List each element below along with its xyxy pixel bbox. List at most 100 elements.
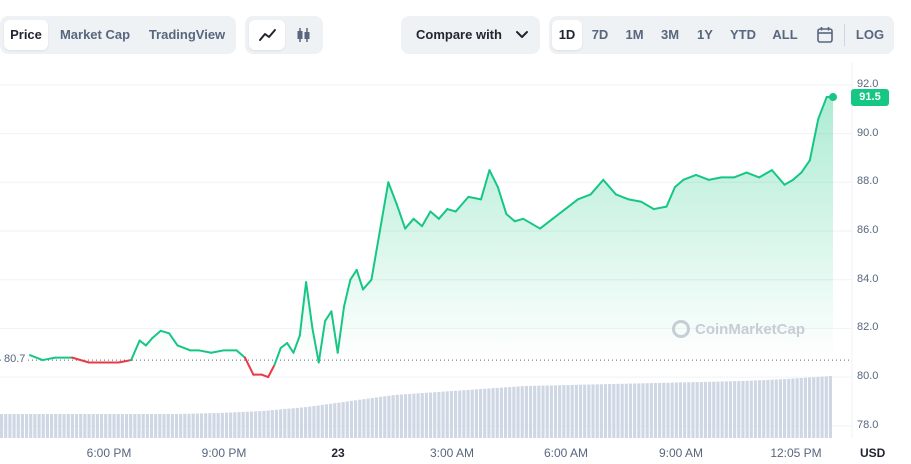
volume-bar bbox=[799, 378, 803, 438]
volume-bar bbox=[599, 384, 603, 438]
price-line-segment bbox=[336, 305, 346, 354]
price-line-segment bbox=[210, 349, 225, 354]
compare-label: Compare with bbox=[416, 27, 502, 42]
volume-bar bbox=[245, 411, 249, 438]
volume-bar bbox=[129, 414, 133, 438]
volume-bar bbox=[820, 376, 824, 438]
price-line-segment bbox=[791, 171, 803, 181]
volume-bar bbox=[91, 414, 95, 438]
volume-bar bbox=[266, 410, 270, 438]
volume-bar bbox=[762, 380, 766, 438]
volume-bar bbox=[670, 382, 674, 438]
price-line-segment bbox=[138, 339, 147, 347]
open-price-label: 80.7 bbox=[3, 353, 27, 366]
range-7d[interactable]: 7D bbox=[591, 27, 609, 42]
price-line-segment bbox=[745, 171, 761, 179]
volume-bar bbox=[408, 393, 412, 438]
view-tabs: Price Market Cap TradingView bbox=[0, 16, 236, 54]
volume-bar bbox=[233, 412, 237, 438]
volume-bar bbox=[658, 382, 662, 438]
date-picker-button[interactable] bbox=[811, 20, 839, 50]
volume-bar bbox=[608, 384, 612, 438]
volume-bar bbox=[624, 383, 628, 438]
x-tick-label: 9:00 PM bbox=[201, 446, 247, 460]
volume-bar bbox=[220, 412, 224, 438]
volume-bar bbox=[483, 388, 487, 438]
tab-market-cap[interactable]: Market Cap bbox=[59, 27, 131, 42]
volume-bar bbox=[628, 383, 633, 438]
volume-bar bbox=[112, 414, 116, 438]
volume-bar bbox=[733, 381, 737, 438]
price-line-segment bbox=[480, 169, 491, 201]
volume-bar bbox=[0, 414, 4, 438]
candlestick-button[interactable] bbox=[285, 20, 321, 50]
chart-type-toggle bbox=[245, 16, 323, 54]
volume-bar bbox=[295, 407, 299, 438]
volume-bar bbox=[329, 403, 333, 438]
volume-bar bbox=[578, 384, 583, 438]
y-tick-label: 92.0 bbox=[857, 77, 879, 90]
volume-bar bbox=[49, 414, 54, 438]
volume-bar bbox=[645, 383, 649, 438]
volume-bar bbox=[141, 414, 145, 438]
log-scale-toggle[interactable]: LOG bbox=[855, 27, 885, 42]
volume-bar bbox=[478, 389, 483, 438]
price-line-segment bbox=[576, 193, 592, 201]
volume-bar bbox=[366, 398, 370, 438]
volume-bar bbox=[379, 396, 383, 438]
volume-bar bbox=[324, 404, 329, 438]
volume-bar bbox=[387, 395, 391, 438]
price-line-segment bbox=[614, 193, 630, 201]
volume-bar bbox=[133, 414, 137, 438]
volume-bar bbox=[179, 413, 183, 438]
volume-bar bbox=[404, 394, 408, 438]
price-line-segment bbox=[412, 217, 424, 228]
range-1d[interactable]: 1D bbox=[552, 20, 582, 50]
range-1m[interactable]: 1M bbox=[625, 27, 644, 42]
volume-bar bbox=[462, 390, 466, 438]
volume-bar bbox=[516, 386, 520, 438]
volume-bar bbox=[224, 412, 229, 438]
price-line-segment bbox=[627, 198, 643, 203]
volume-bar bbox=[741, 381, 745, 438]
line-chart-button[interactable] bbox=[249, 20, 285, 50]
tab-price[interactable]: Price bbox=[4, 20, 48, 50]
y-tick-label: 88.0 bbox=[857, 175, 879, 188]
volume-bar bbox=[299, 407, 304, 438]
volume-bar bbox=[787, 378, 791, 438]
range-all[interactable]: ALL bbox=[772, 27, 798, 42]
range-ytd[interactable]: YTD bbox=[730, 27, 756, 42]
volume-bar bbox=[45, 414, 49, 438]
range-3m[interactable]: 3M bbox=[660, 27, 680, 42]
price-line-segment bbox=[758, 169, 773, 179]
volume-bar bbox=[12, 414, 16, 438]
price-line-segment bbox=[243, 356, 255, 376]
range-1y[interactable]: 1Y bbox=[697, 27, 713, 42]
volume-bar bbox=[258, 411, 262, 438]
y-tick-label: 90.0 bbox=[857, 126, 879, 139]
price-line bbox=[29, 96, 834, 379]
volume-bar bbox=[491, 388, 495, 438]
price-line-segment bbox=[286, 342, 295, 354]
price-line-segment bbox=[522, 217, 533, 225]
volume-bar bbox=[162, 414, 166, 438]
compare-dropdown[interactable]: Compare with bbox=[401, 16, 540, 54]
tab-tradingview[interactable]: TradingView bbox=[148, 27, 226, 42]
price-line-segment bbox=[355, 268, 365, 291]
volume-bar bbox=[29, 414, 33, 438]
volume-bar bbox=[262, 410, 266, 438]
volume-bar bbox=[562, 385, 566, 438]
volume-bar bbox=[699, 381, 703, 438]
price-line-segment bbox=[176, 344, 192, 352]
volume-bar bbox=[524, 385, 528, 438]
volume-bar bbox=[149, 414, 154, 438]
volume-bar bbox=[349, 400, 354, 438]
price-line-segment bbox=[317, 320, 327, 364]
volume-bar bbox=[20, 414, 24, 438]
price-line-segment bbox=[292, 334, 301, 354]
price-line-segment bbox=[117, 359, 133, 364]
volume-bar bbox=[316, 405, 320, 438]
volume-bar bbox=[391, 395, 395, 438]
volume-bar bbox=[633, 383, 637, 438]
